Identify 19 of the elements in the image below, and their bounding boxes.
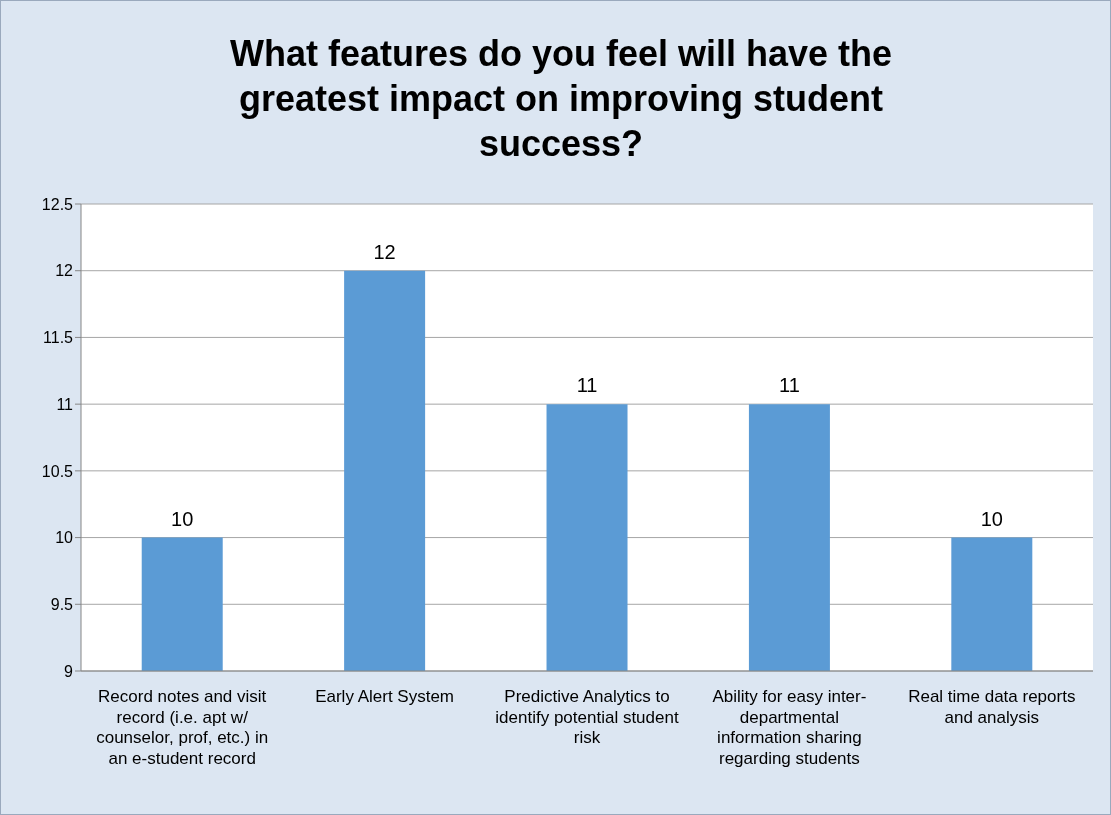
data-label: 10: [171, 507, 194, 530]
x-tick-label: Record notes and visit record (i.e. apt w/ counselor, prof, etc.) in an e-student record: [96, 687, 269, 768]
data-label: 11: [779, 374, 800, 397]
y-tick-label: 12.5: [41, 195, 74, 213]
y-tick-label: 12: [55, 262, 74, 280]
y-tick-label: 9: [64, 662, 74, 680]
x-tick-label: Real time data reports and analysis: [908, 687, 1076, 727]
data-label: 10: [980, 507, 1003, 530]
y-tick-label: 11: [56, 395, 74, 413]
data-label: 11: [576, 374, 598, 397]
x-tick-label: Ability for easy inter-departmental information sharing regarding students: [712, 687, 867, 768]
y-tick-label: 10: [55, 529, 74, 547]
y-tick-label: 9.5: [50, 595, 74, 613]
x-tick-label: Early Alert System: [315, 687, 455, 707]
y-tick-label: 10.5: [41, 462, 74, 480]
data-label: 12: [373, 240, 396, 263]
chart-title: What features do you feel will have the greatest impact on improving student success?: [228, 32, 894, 166]
y-tick-label: 11.5: [43, 329, 74, 347]
x-tick-label: Predictive Analytics to identify potential student risk: [495, 687, 679, 748]
